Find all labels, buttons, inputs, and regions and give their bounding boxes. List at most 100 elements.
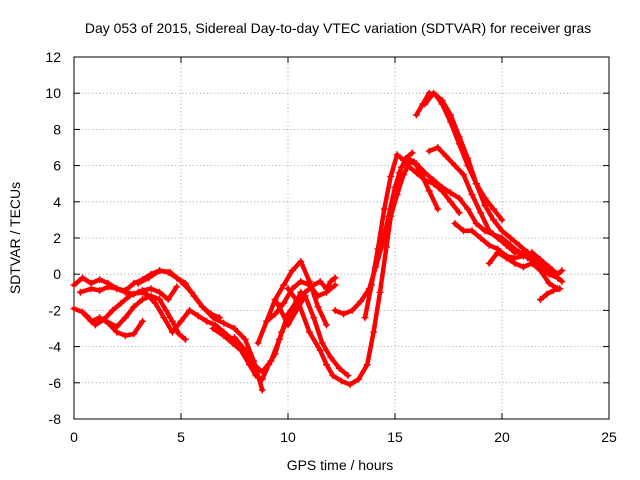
data-point: [348, 306, 356, 314]
data-point: [447, 198, 455, 206]
data-point: [314, 303, 322, 311]
y-axis-ticks: -8 -6 -4 -2 0 2 4 6 8 10 12: [45, 49, 609, 427]
data-point: [188, 288, 196, 296]
data-point: [346, 381, 354, 389]
data-point: [481, 201, 489, 209]
data-point: [126, 292, 134, 300]
series-arc-11: [273, 292, 352, 380]
data-point: [556, 285, 564, 293]
data-point: [130, 303, 138, 311]
y-tick-label: 8: [53, 121, 61, 137]
data-point: [323, 361, 331, 369]
series-arc-4: [83, 288, 245, 354]
data-point: [121, 286, 129, 294]
data-point: [293, 306, 301, 314]
data-point: [380, 205, 388, 213]
data-point: [406, 158, 414, 166]
data-point: [558, 277, 566, 285]
data-point: [498, 216, 506, 224]
data-point: [156, 288, 164, 296]
data-point: [297, 277, 305, 285]
data-point: [327, 277, 335, 285]
data-point: [357, 297, 365, 305]
data-point: [228, 339, 236, 347]
data-point: [220, 319, 228, 327]
data-point: [549, 286, 557, 294]
data-point: [451, 220, 459, 228]
data-point: [412, 111, 420, 119]
data-point: [156, 267, 164, 275]
data-point: [459, 171, 467, 179]
data-point: [447, 189, 455, 197]
data-point: [198, 303, 206, 311]
data-point: [151, 299, 159, 307]
data-point: [271, 310, 279, 318]
data-point: [543, 290, 551, 298]
data-point: [96, 276, 104, 284]
data-point: [528, 259, 536, 267]
data-point: [545, 263, 553, 271]
data-point: [502, 241, 510, 249]
x-tick-label: 0: [70, 429, 78, 445]
data-point: [211, 321, 219, 329]
series-arc-10: [263, 277, 339, 325]
data-point: [387, 212, 395, 220]
data-point: [102, 317, 110, 325]
data-point: [258, 368, 266, 376]
data-point: [79, 274, 87, 282]
data-point: [241, 335, 249, 343]
data-point: [160, 314, 168, 322]
y-tick-label: 0: [53, 266, 61, 282]
data-point: [468, 191, 476, 199]
data-point: [166, 268, 174, 276]
x-axis-ticks: 0 5 10 15 20 25: [70, 57, 617, 445]
series-arc-15: [387, 158, 540, 267]
series-trace: [135, 268, 265, 393]
data-point: [494, 234, 502, 242]
data-point: [374, 245, 382, 253]
data-point: [181, 335, 189, 343]
data-point: [258, 375, 266, 383]
y-axis-label: SDTVAR / TECUs: [7, 182, 23, 294]
data-point: [113, 323, 121, 331]
data-point: [537, 267, 545, 275]
data-point: [318, 339, 326, 347]
data-point: [220, 332, 228, 340]
series-arc-18: [425, 144, 562, 282]
data-point: [134, 288, 142, 296]
data-point: [79, 308, 87, 316]
data-point: [558, 267, 566, 275]
data-point: [507, 234, 515, 242]
data-point: [376, 288, 384, 296]
data-point: [316, 277, 324, 285]
data-point: [273, 299, 281, 307]
data-point: [186, 306, 194, 314]
data-point: [537, 296, 545, 304]
data-point: [323, 321, 331, 329]
y-tick-label: 2: [53, 230, 61, 246]
data-point: [537, 256, 545, 264]
data-point: [263, 317, 271, 325]
data-point: [472, 180, 480, 188]
data-point: [434, 205, 442, 213]
data-point: [327, 353, 335, 361]
data-point: [305, 328, 313, 336]
data-point: [367, 281, 375, 289]
data-point: [387, 172, 395, 180]
data-point: [121, 332, 129, 340]
data-point: [91, 321, 99, 329]
x-axis-label: GPS time / hours: [287, 457, 394, 473]
data-point: [70, 281, 78, 289]
data-point: [393, 191, 401, 199]
data-point: [117, 299, 125, 307]
x-tick-label: 25: [601, 429, 617, 445]
series-trace: [232, 275, 338, 375]
data-point: [231, 325, 238, 332]
data-point: [545, 279, 553, 287]
data-point: [442, 153, 450, 161]
data-point: [554, 270, 562, 278]
data-point: [404, 154, 412, 162]
y-tick-label: 4: [53, 194, 61, 210]
data-point: [477, 234, 485, 242]
